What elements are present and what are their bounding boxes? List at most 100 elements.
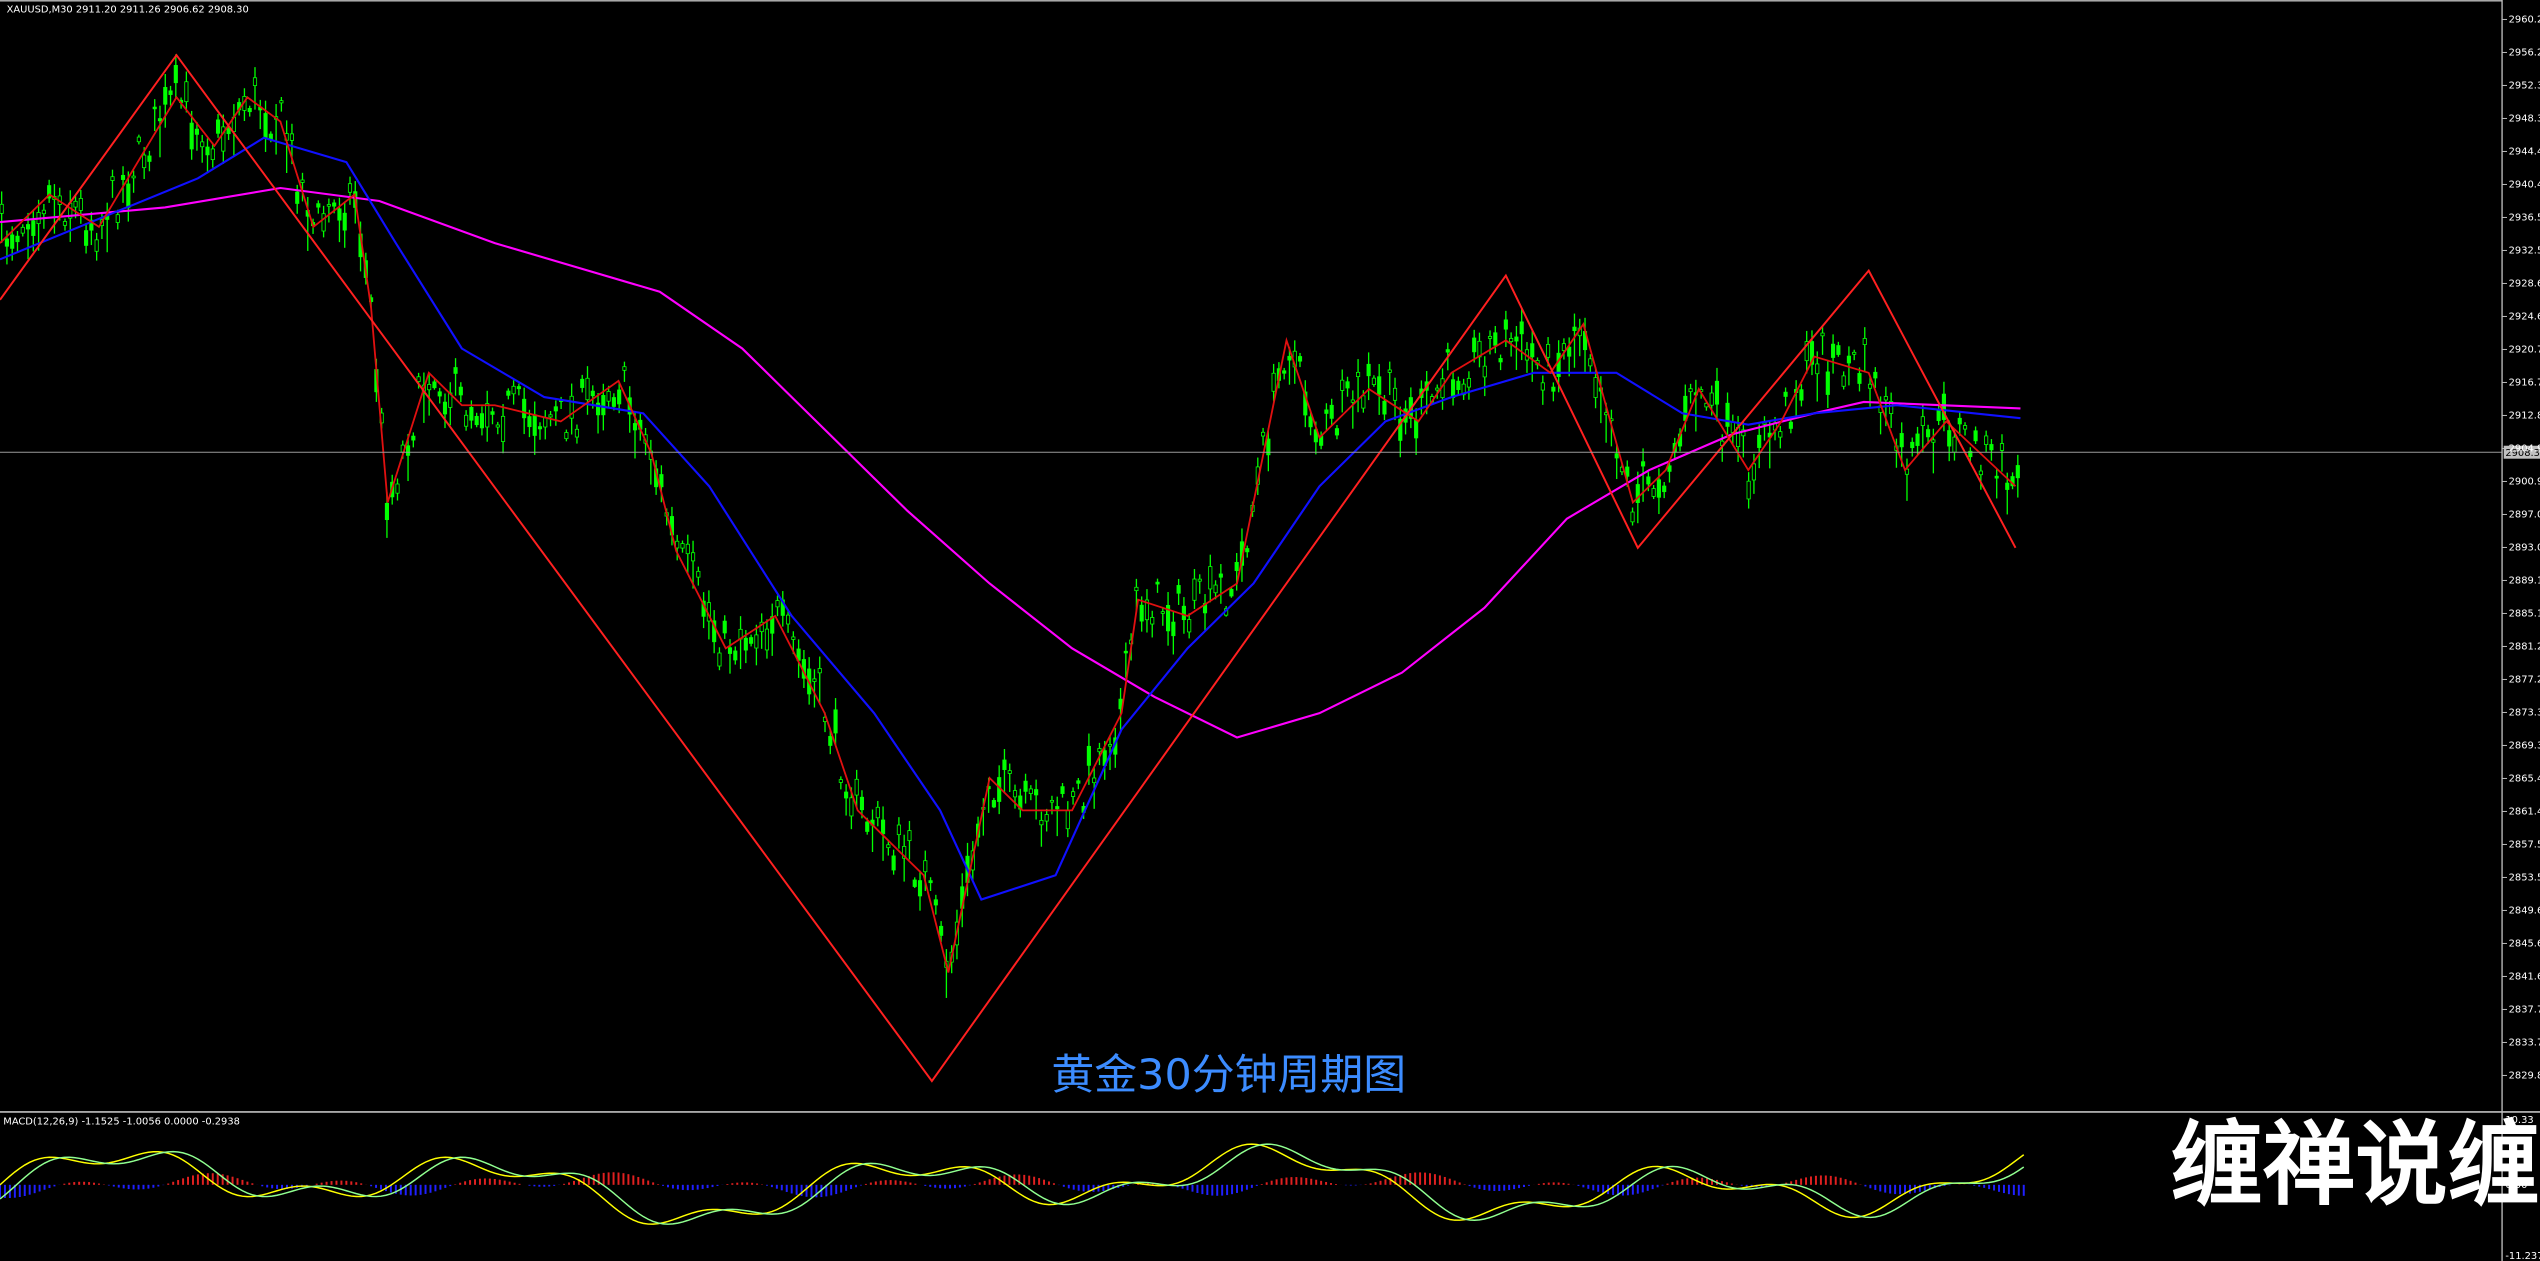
candle-body	[722, 620, 727, 634]
candle-body	[1588, 358, 1593, 367]
price-label: 2873.30	[2509, 707, 2540, 718]
price-label: 2881.20	[2509, 641, 2540, 652]
candle-body	[1883, 396, 1888, 401]
candle-body	[1904, 468, 1910, 475]
candle-body	[1377, 376, 1382, 395]
price-label: 2849.60	[2509, 905, 2540, 916]
candle-body	[1065, 809, 1070, 830]
price-label: 2833.70	[2509, 1037, 2540, 1048]
candle-body	[1836, 345, 1841, 355]
candle-body	[754, 634, 759, 649]
candle-body	[1846, 355, 1851, 364]
candle-body	[1234, 562, 1239, 572]
candle-body	[1957, 417, 1962, 425]
candle-body	[1055, 806, 1060, 810]
price-label: 2889.10	[2509, 575, 2540, 586]
candle-body	[569, 395, 574, 419]
candle-body	[110, 176, 115, 181]
candle-body	[0, 203, 4, 214]
candle-body	[1071, 791, 1076, 797]
candle-body	[1287, 355, 1292, 361]
candle-body	[1804, 341, 1809, 362]
candle-body	[131, 175, 136, 179]
candle-body	[1625, 466, 1630, 477]
candle-body	[764, 628, 770, 651]
candle-body	[1451, 379, 1456, 398]
candle-body	[595, 402, 601, 416]
candle-body	[881, 819, 886, 835]
price-label: 2932.50	[2509, 245, 2540, 256]
candle-body	[184, 81, 189, 103]
candle-body	[601, 395, 606, 416]
candle-body	[590, 390, 595, 397]
candle-body	[1007, 770, 1012, 774]
candle-body	[1746, 480, 1751, 500]
candle-body	[1799, 389, 1804, 401]
candle-body	[1466, 377, 1471, 388]
candle-body	[1039, 819, 1044, 826]
price-label: 2948.30	[2509, 113, 2540, 124]
candle-body	[1329, 404, 1334, 419]
candle-body	[1435, 387, 1440, 391]
candle-body	[1931, 439, 1936, 443]
candle-body	[1714, 380, 1720, 405]
candle-body	[1245, 548, 1250, 553]
candle-body	[933, 899, 938, 906]
price-label: 2837.70	[2509, 1004, 2540, 1015]
candle-body	[617, 389, 622, 405]
candle-body	[1107, 744, 1113, 747]
price-label: 2857.50	[2509, 839, 2540, 850]
candle-body	[923, 860, 928, 873]
price-label: 2936.50	[2509, 212, 2540, 223]
price-label: 2877.20	[2509, 674, 2540, 685]
candle-body	[25, 224, 31, 230]
candle-body	[1461, 383, 1466, 396]
candle-body	[1683, 395, 1688, 421]
candle-body	[685, 543, 690, 555]
candle-body	[157, 118, 163, 122]
signal-line	[0, 1143, 2025, 1225]
candle-body	[1150, 617, 1155, 625]
candle-body	[247, 108, 252, 113]
candle-body	[1371, 377, 1376, 385]
candle-body	[1261, 431, 1266, 437]
candle-body	[1266, 438, 1271, 456]
price-label: 2924.60	[2509, 311, 2540, 322]
candle-body	[226, 127, 231, 135]
candle-body	[1340, 379, 1345, 391]
candle-body	[680, 543, 685, 549]
candle-body	[189, 122, 194, 150]
candle-body	[300, 179, 305, 183]
candle-body	[10, 234, 15, 249]
candle-body	[215, 119, 221, 134]
candle-body	[1271, 372, 1276, 392]
candle-body	[411, 435, 416, 441]
candle-body	[2015, 465, 2020, 479]
candle-body	[1509, 338, 1514, 342]
candle-body	[1213, 584, 1218, 594]
candle-body	[152, 106, 157, 110]
candle-body	[4, 238, 9, 247]
candle-body	[1324, 409, 1329, 414]
candle-body	[205, 146, 210, 156]
candle-body	[1825, 371, 1830, 395]
candle-body	[1815, 363, 1820, 375]
candle-body	[1635, 484, 1640, 504]
price-label: 2893.00	[2509, 542, 2540, 553]
candle-body	[1730, 421, 1735, 433]
price-label: 2912.80	[2509, 410, 2540, 421]
candle-body	[1567, 346, 1572, 357]
candle-body	[437, 391, 442, 397]
candle-body	[1092, 777, 1097, 784]
candle-body	[464, 414, 469, 427]
zigzag	[0, 53, 2017, 1083]
candle-body	[479, 413, 485, 429]
candle-body	[775, 600, 780, 608]
candle-body	[1820, 332, 1825, 337]
price-label: 2900.90	[2509, 476, 2540, 487]
candle-body	[432, 381, 437, 389]
candle-body	[427, 384, 432, 391]
candle-body	[1809, 341, 1815, 365]
candle-body	[543, 417, 548, 428]
